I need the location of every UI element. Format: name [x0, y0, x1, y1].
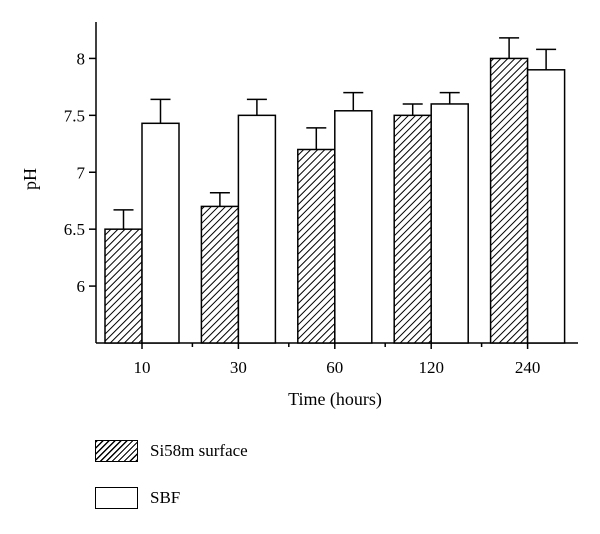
y-tick-label: 7 — [77, 163, 86, 182]
x-tick-label: 240 — [515, 358, 541, 377]
bar-si58m — [200, 205, 240, 344]
x-axis-title: Time (hours) — [288, 389, 382, 410]
x-tick-label: 120 — [418, 358, 444, 377]
bar-si58m — [104, 228, 143, 344]
y-tick-label: 7.5 — [64, 106, 85, 125]
y-tick-label: 6.5 — [64, 220, 85, 239]
y-axis-title: pH — [20, 168, 40, 190]
bar-sbf — [334, 110, 373, 344]
y-tick-label: 6 — [77, 277, 86, 296]
x-tick-label: 10 — [134, 358, 151, 377]
legend-label-sbf: SBF — [150, 488, 181, 507]
bars — [104, 37, 566, 344]
x-tick-label: 60 — [326, 358, 343, 377]
x-tick-label: 30 — [230, 358, 247, 377]
bar-si58m — [489, 57, 529, 344]
bar-si58m — [297, 148, 336, 344]
bar-sbf — [430, 103, 469, 344]
bar-sbf — [237, 114, 277, 344]
bar-sbf — [526, 69, 566, 344]
legend-swatch-white — [95, 487, 138, 509]
legend-swatch-hatched — [95, 440, 138, 462]
bar-si58m — [393, 114, 432, 344]
y-tick-label: 8 — [77, 49, 86, 68]
ticks: 6 6.5 7 7.5 8 10 30 60 120 240 — [64, 49, 541, 377]
legend-item-sbf: SBF — [95, 484, 180, 512]
bar-sbf — [141, 122, 180, 344]
legend-item-si58m: Si58m surface — [95, 437, 248, 465]
legend-label-si58m: Si58m surface — [150, 441, 248, 460]
